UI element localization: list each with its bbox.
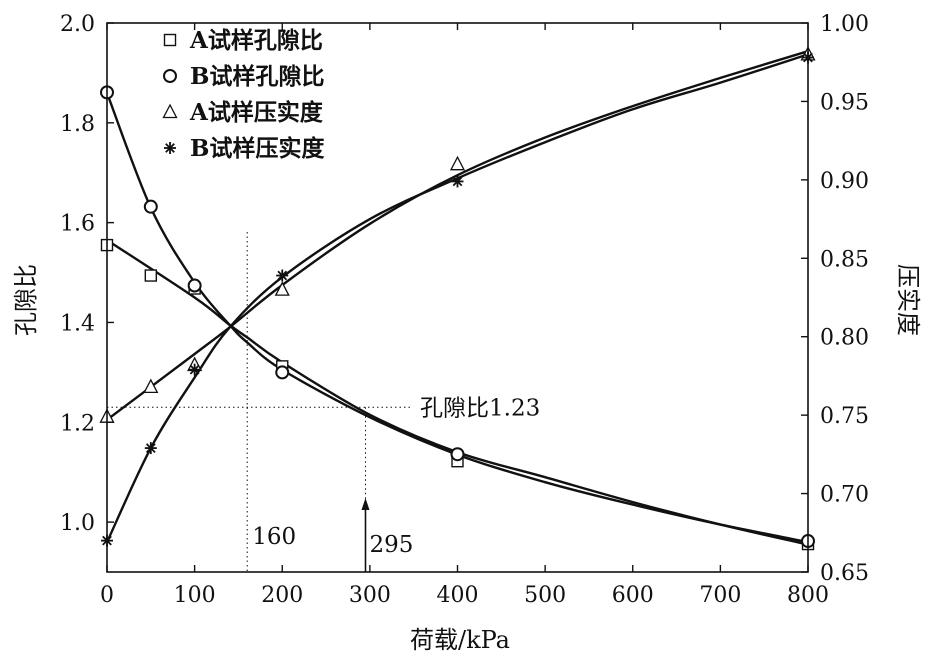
legend: A试样孔隙比 B试样孔隙比 A试样压实度 B试样压实度 (162, 27, 325, 162)
fit-curve (105, 92, 809, 544)
x-tick-label: 800 (787, 583, 829, 608)
axes-layer: 0 100 200 300 400 500 600 700 800 1.0 1.2 1.4 1.6 1.8… (60, 12, 869, 608)
x-tick-label: 0 (100, 583, 114, 608)
annotation-295: 295 (369, 532, 413, 558)
y-left-tick-label: 1.6 (60, 212, 95, 237)
annotations-layer: 孔隙比1.23 160 295 (107, 232, 540, 572)
y-right-tick-label: 0.80 (820, 326, 869, 351)
legend-marker-4 (164, 142, 176, 154)
data-point-series-4 (451, 175, 464, 188)
x-tick-label: 100 (174, 583, 216, 608)
data-point-series-4 (188, 363, 201, 376)
y-right-tick-label: 0.85 (820, 247, 869, 272)
y-right-tick-label: 0.90 (820, 169, 869, 194)
legend-marker-2 (163, 69, 177, 83)
x-axis-title: 荷载/kPa (410, 626, 510, 654)
y-right-tick-label: 1.00 (820, 12, 869, 37)
y-right-tick-label: 0.75 (820, 404, 869, 429)
fit-curve (106, 239, 809, 546)
legend-label-a-void-ratio: A试样孔隙比 (189, 27, 323, 54)
data-point-series-4 (144, 442, 157, 455)
legend-markers (162, 33, 178, 154)
y-left-tick-label: 1.0 (60, 511, 95, 536)
data-point-series-3 (143, 378, 159, 394)
data-point-series-2 (450, 447, 465, 462)
x-tick-label: 400 (437, 583, 479, 608)
y-right-axis-title: 压实度 (894, 264, 922, 336)
data-point-series-2 (187, 278, 202, 293)
annotation-void-ratio: 孔隙比1.23 (420, 395, 540, 421)
x-tick-label: 500 (524, 583, 566, 608)
data-point-series-4 (276, 269, 289, 282)
y-right-tick-label: 0.65 (820, 561, 869, 586)
y-left-tick-label: 1.4 (60, 311, 95, 336)
y-left-tick-label: 1.8 (60, 112, 95, 137)
x-tick-label: 600 (612, 583, 654, 608)
annotation-arrowhead-295 (361, 498, 370, 510)
legend-marker-3 (162, 103, 178, 119)
legend-marker-1 (163, 33, 177, 47)
y-left-tick-label: 1.2 (60, 411, 95, 436)
x-tick-label: 300 (349, 583, 391, 608)
legend-label-b-void-ratio: B试样孔隙比 (190, 63, 324, 90)
legend-label-b-compaction: B试样压实度 (190, 135, 325, 162)
data-point-series-1 (144, 269, 158, 282)
lines-layer (105, 50, 809, 546)
fit-curve (105, 53, 809, 543)
data-point-series-3 (449, 155, 466, 171)
x-tick-label: 700 (699, 583, 741, 608)
y-right-tick-label: 0.70 (820, 483, 869, 508)
annotation-160: 160 (252, 524, 296, 550)
legend-label-a-compaction: A试样压实度 (189, 99, 324, 126)
y-right-tick-label: 0.95 (820, 90, 869, 115)
data-point-series-2 (275, 365, 290, 380)
y-left-tick-label: 2.0 (60, 12, 95, 37)
y-left-axis-title: 孔隙比 (12, 264, 40, 336)
fit-curve (106, 50, 809, 421)
data-point-series-2 (143, 199, 158, 214)
data-point-series-3 (274, 281, 290, 296)
x-tick-label: 200 (261, 583, 303, 608)
